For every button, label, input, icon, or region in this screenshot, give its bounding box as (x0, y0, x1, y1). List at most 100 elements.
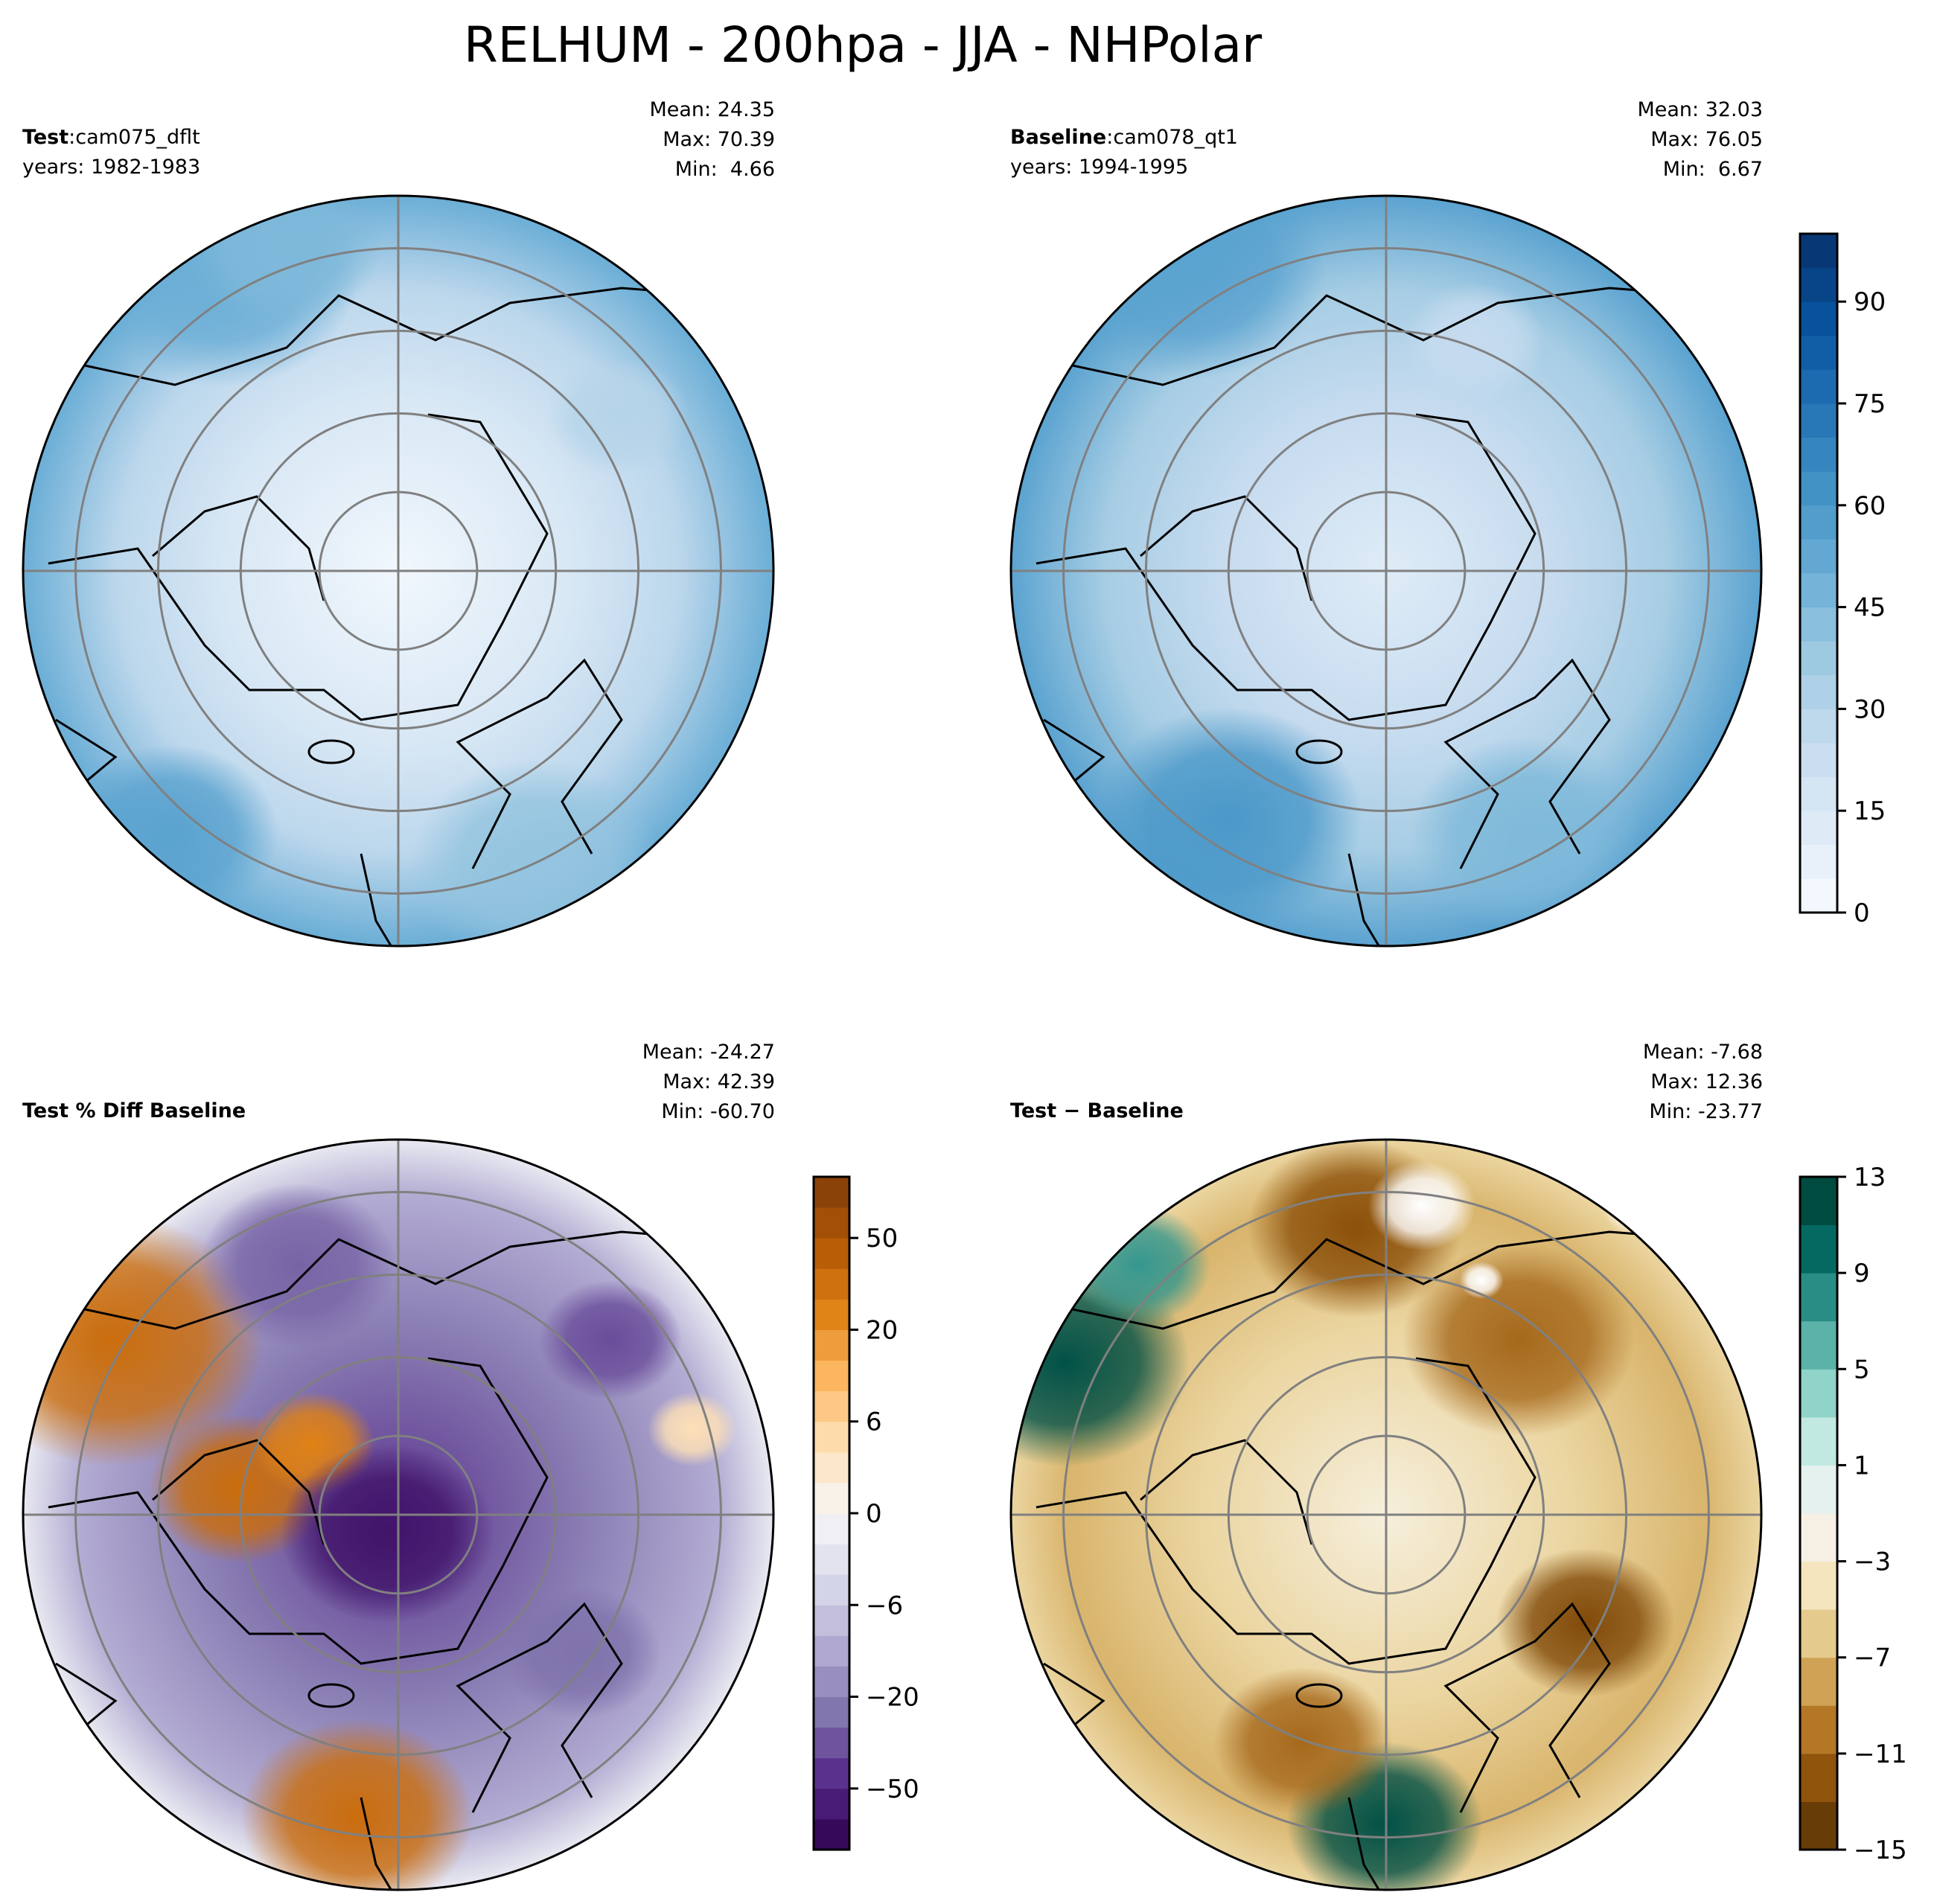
colorbar-tick-label: 60 (1854, 491, 1886, 521)
colorbar-tick-label: 6 (866, 1408, 882, 1437)
coastline (48, 1357, 549, 1665)
diff-stats: Mean: -7.68 Max: 12.36 Min: -23.77 (1643, 1038, 1763, 1127)
colorbar-level (1800, 573, 1837, 608)
pctdiff-stats: Mean: -24.27 Max: 42.39 Min: -60.70 (642, 1038, 775, 1127)
coastline (1140, 495, 1313, 601)
colorbar-tick-label: 13 (1854, 1163, 1886, 1192)
colorbar-level (1800, 1320, 1837, 1370)
pctdiff-mean: Mean: -24.27 (642, 1041, 775, 1064)
baseline-years: years: 1994-1995 (1010, 156, 1189, 179)
gridlines (1011, 1140, 1761, 1890)
colorbar-level (1800, 811, 1837, 846)
field-contour-region (241, 1719, 473, 1890)
colorbar-level (1800, 1369, 1837, 1418)
colorbar-level (814, 1666, 849, 1698)
diff-label-bold: Test − Baseline (1010, 1099, 1184, 1122)
iceland-coastline (1295, 739, 1343, 764)
test-years: years: 1982-1983 (22, 156, 201, 179)
colorbar-level (1800, 1753, 1837, 1802)
pctdiff-label-bold: Test % Diff Baseline (22, 1099, 246, 1122)
coastline (48, 413, 549, 721)
baseline-map (1009, 194, 1763, 948)
colorbar-level (1800, 1224, 1837, 1274)
diff-max: Max: 12.36 (1650, 1070, 1763, 1093)
colorbar-level (1800, 1657, 1837, 1706)
colorbar-level (814, 1696, 849, 1728)
diff-mean: Mean: -7.68 (1642, 1041, 1763, 1064)
coastline (1035, 413, 1536, 721)
colorbar-level (814, 1329, 849, 1361)
field-contour-region (1602, 1176, 1673, 1236)
colorbar-level (1800, 1273, 1837, 1322)
field-contour-region (500, 1585, 661, 1719)
field-contour-region (1057, 196, 1325, 380)
coastline (70, 1230, 719, 1330)
colorbar-level (1800, 641, 1837, 676)
colorbar-level (814, 1177, 849, 1208)
field-contour-region (539, 1280, 682, 1399)
field-contour-region (185, 196, 381, 328)
baseline-stats: Mean: 32.03 Max: 76.05 Min: 6.67 (1637, 95, 1763, 185)
colorbar-level (814, 1268, 849, 1300)
colorbar-level (1800, 743, 1837, 778)
colorbar-level (1800, 301, 1837, 336)
map-boundary (22, 194, 775, 948)
baseline-label-sep: : (1106, 126, 1114, 149)
coastline (70, 287, 719, 386)
coastline (1058, 287, 1707, 386)
coastline (1035, 1357, 1536, 1665)
map-boundary (1009, 1138, 1763, 1891)
colorbar-level (1800, 437, 1837, 472)
colorbar-level (814, 1757, 849, 1789)
baseline-label: Baseline:cam078_qt1 (1010, 124, 1238, 152)
coastline (1140, 1439, 1313, 1545)
field-contour-region (1368, 1161, 1475, 1250)
colorbar-tick-label: 20 (866, 1315, 898, 1345)
colorbar-tick-label: 30 (1854, 694, 1886, 724)
colorbar-level (814, 1818, 849, 1850)
field-contour-region (546, 357, 689, 476)
colorbar-tick-label: 75 (1854, 389, 1886, 419)
colorbar-tick-label: 5 (1854, 1355, 1870, 1384)
colorbar-level (1800, 1705, 1837, 1754)
coastline (152, 495, 325, 601)
pctdiff-colorbar: 50 20 6 0 −6 −20 −50 (812, 1175, 919, 1851)
colorbar-level (814, 1238, 849, 1269)
coastlines (48, 287, 719, 946)
colorbar-level (1800, 1177, 1837, 1226)
test-max: Max: 70.39 (663, 128, 775, 151)
colorbar-tick-label: −20 (866, 1683, 919, 1713)
field-contour-region (200, 1183, 396, 1347)
colorbar-level (1800, 335, 1837, 370)
field-contour-region (1403, 283, 1545, 402)
test-label-bold: Test (22, 126, 69, 149)
test-stats: Mean: 24.35 Max: 70.39 Min: 4.66 (649, 95, 775, 185)
colorbar-level (1800, 1609, 1837, 1658)
colorbar-tick-label: 45 (1854, 593, 1886, 623)
colorbar-level (814, 1299, 849, 1330)
baseline-mean: Mean: 32.03 (1637, 98, 1763, 121)
coastline (1058, 1230, 1707, 1330)
colorbar-level (814, 1635, 849, 1667)
test-label-sep: : (68, 126, 76, 149)
figure-title: RELHUM - 200hpa - JJA - NHPolar (463, 16, 1263, 74)
colorbar-level (1800, 234, 1837, 269)
field-contour-region (1496, 1548, 1675, 1697)
colorbar-level (1800, 1465, 1837, 1514)
colorbar-tick-label: −11 (1854, 1740, 1907, 1769)
colorbar-level (1800, 1416, 1837, 1466)
coastline (456, 1602, 623, 1813)
colorbar-frame (1799, 1175, 1839, 1851)
test-map (22, 194, 775, 948)
colorbar-level (1800, 471, 1837, 506)
coastlines (48, 1230, 719, 1890)
colorbar-level (814, 1513, 849, 1544)
colorbar-tick-label: 0 (866, 1499, 882, 1529)
iceland-coastline (307, 1683, 355, 1708)
colorbar-level (814, 1421, 849, 1453)
diff-map (1009, 1138, 1763, 1891)
colorbar-level (1800, 1561, 1837, 1610)
colorbar-tick-label: −50 (866, 1774, 919, 1804)
baseline-min: Min: 6.67 (1662, 158, 1763, 181)
